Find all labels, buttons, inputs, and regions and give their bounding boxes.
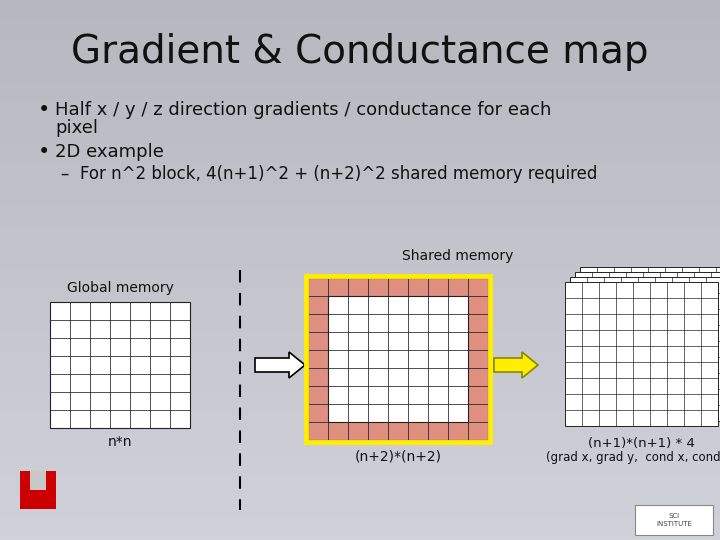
Bar	[50, 302, 190, 428]
Bar	[308, 278, 488, 440]
Bar	[565, 282, 718, 426]
Text: (grad x, grad y,  cond x, cond y): (grad x, grad y, cond x, cond y)	[546, 451, 720, 464]
Text: •: •	[38, 100, 50, 120]
Bar	[570, 277, 720, 421]
Text: •: •	[38, 142, 50, 162]
FancyArrow shape	[494, 352, 538, 378]
Text: (n+1)*(n+1) * 4: (n+1)*(n+1) * 4	[588, 437, 695, 450]
Text: For n^2 block, 4(n+1)^2 + (n+2)^2 shared memory required: For n^2 block, 4(n+1)^2 + (n+2)^2 shared…	[80, 165, 598, 183]
Text: –: –	[60, 165, 68, 183]
Bar	[20, 471, 56, 509]
Text: Half x / y / z direction gradients / conductance for each: Half x / y / z direction gradients / con…	[55, 101, 552, 119]
Bar	[30, 471, 46, 490]
Text: n*n: n*n	[108, 435, 132, 449]
Text: Global memory: Global memory	[66, 281, 174, 295]
Bar	[575, 272, 720, 416]
Text: Shared memory: Shared memory	[402, 249, 513, 263]
FancyArrow shape	[255, 352, 305, 378]
Text: Gradient & Conductance map: Gradient & Conductance map	[71, 33, 649, 71]
Bar	[580, 267, 720, 411]
Text: pixel: pixel	[55, 119, 98, 137]
Text: 2D example: 2D example	[55, 143, 164, 161]
Bar	[306, 276, 490, 442]
Text: SCI
INSTITUTE: SCI INSTITUTE	[656, 514, 692, 526]
Bar	[635, 505, 713, 535]
Bar	[328, 296, 468, 422]
Text: (n+2)*(n+2): (n+2)*(n+2)	[354, 449, 441, 463]
